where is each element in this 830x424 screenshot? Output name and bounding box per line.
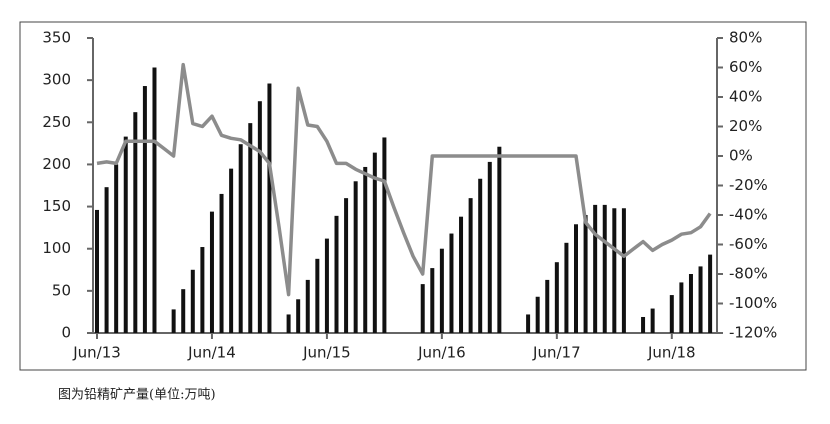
y-tick-label: 100 — [42, 239, 71, 257]
y-tick-label: 150 — [42, 197, 71, 215]
y2-tick-label: -40% — [729, 206, 768, 224]
bar — [257, 101, 262, 333]
y-tick-label: 350 — [42, 29, 71, 47]
bar — [382, 137, 387, 333]
x-tick-label: Jun/16 — [417, 344, 466, 362]
y2-tick-label: 0% — [729, 147, 753, 165]
y2-tick-label: -120% — [729, 324, 777, 342]
bar — [545, 279, 550, 333]
x-tick-label: Jun/17 — [532, 344, 581, 362]
y2-tick-label: 60% — [729, 58, 762, 76]
bar — [248, 123, 253, 333]
bar — [315, 258, 320, 333]
bar — [688, 274, 693, 333]
bar — [468, 198, 473, 333]
bar — [296, 299, 301, 333]
bar — [372, 152, 377, 333]
bar — [267, 83, 272, 333]
bar — [641, 316, 646, 333]
y2-tick-label: -100% — [729, 294, 777, 312]
bar — [449, 233, 454, 333]
y-tick-label: 0 — [61, 324, 71, 342]
bar — [229, 168, 234, 333]
caption: 图为铅精矿产量(单位:万吨) — [58, 388, 216, 403]
bar — [554, 262, 559, 333]
bar — [104, 187, 109, 333]
bar — [114, 164, 119, 333]
bar — [190, 269, 195, 333]
bar — [133, 112, 138, 334]
line — [96, 62, 712, 297]
bar — [564, 242, 569, 333]
bar — [200, 247, 205, 333]
bar — [430, 268, 435, 333]
bar — [305, 279, 310, 333]
bar — [583, 215, 588, 333]
y2-tick-label: -80% — [729, 265, 768, 283]
bar — [209, 211, 214, 333]
bar — [535, 296, 540, 333]
bar — [238, 144, 243, 333]
bar — [95, 209, 99, 333]
bar — [708, 254, 713, 333]
bar — [420, 284, 425, 333]
bar — [698, 266, 703, 333]
bar — [324, 238, 329, 333]
bar — [219, 193, 224, 333]
bar — [142, 86, 147, 334]
y-tick-label: 250 — [42, 113, 71, 131]
bar — [621, 208, 626, 333]
bar — [181, 289, 186, 333]
bar — [602, 204, 607, 333]
bar — [593, 204, 598, 333]
bar — [353, 181, 358, 333]
y2-tick-label: -60% — [729, 235, 768, 253]
bar — [286, 314, 291, 333]
bar — [123, 136, 128, 333]
x-tick-label: Jun/15 — [302, 344, 351, 362]
bar — [574, 224, 578, 333]
y2-tick-label: 40% — [729, 88, 762, 106]
bar — [344, 198, 349, 333]
bar — [612, 208, 617, 333]
bar — [650, 308, 655, 333]
bar — [679, 282, 684, 333]
y2-tick-label: -20% — [729, 176, 768, 194]
bar — [363, 166, 368, 333]
bar — [669, 295, 674, 333]
bar — [478, 178, 483, 333]
x-tick-label: Jun/14 — [187, 344, 236, 362]
bar — [526, 314, 531, 333]
y-tick-label: 50 — [52, 281, 71, 299]
x-tick-label: Jun/18 — [647, 344, 696, 362]
bar — [459, 216, 464, 333]
y-tick-label: 200 — [42, 155, 71, 173]
x-tick-label: Jun/13 — [72, 344, 121, 362]
bar — [334, 215, 339, 333]
y2-tick-label: 20% — [729, 117, 762, 135]
bar — [497, 146, 502, 333]
bar — [487, 161, 492, 333]
y2-tick-label: 80% — [729, 29, 762, 47]
bar — [171, 309, 176, 333]
y-tick-label: 300 — [42, 71, 71, 89]
frame — [19, 21, 807, 371]
bar — [439, 248, 444, 333]
bar — [152, 67, 157, 333]
